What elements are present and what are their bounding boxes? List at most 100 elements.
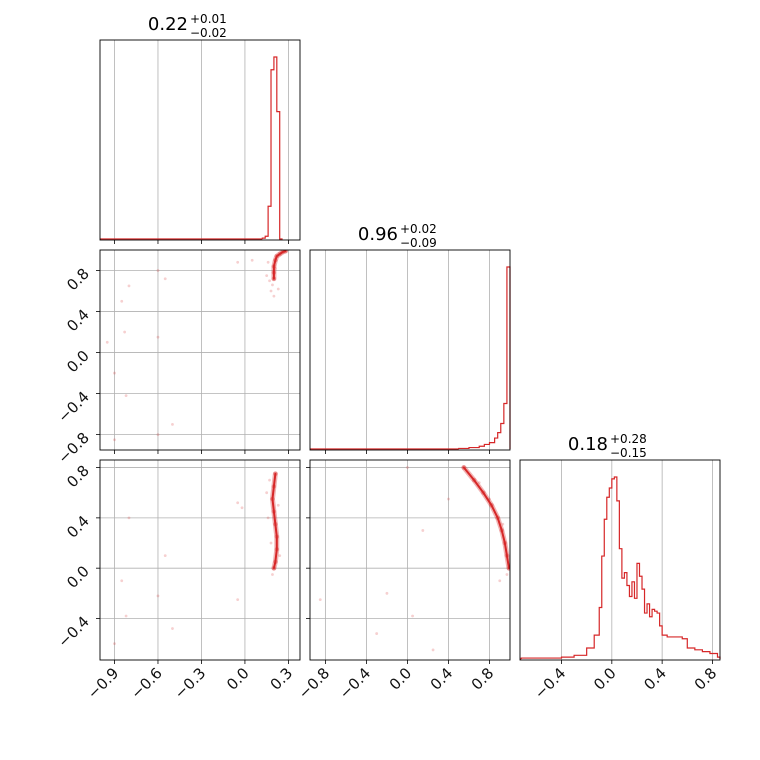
scatter-point: [385, 591, 389, 595]
scatter-point: [265, 491, 269, 495]
scatter-point: [318, 598, 322, 602]
scatter-point: [269, 289, 273, 293]
y-tick-label: 0.8: [63, 265, 93, 295]
scatter-point: [236, 501, 240, 505]
x-tick-label: 0.4: [640, 664, 670, 694]
density-contour-inner: [462, 466, 510, 570]
scatter-point: [266, 260, 270, 264]
scatter-point: [171, 422, 174, 426]
title-plus-error: +0.01: [190, 12, 227, 26]
y-tick-label: 0.0: [63, 562, 93, 592]
scatter-point: [421, 529, 425, 532]
x-tick-label: 0.8: [691, 664, 721, 694]
scatter-point: [171, 627, 174, 630]
panel-title: 0.96 +0.02−0.09: [358, 222, 437, 250]
scatter-point: [278, 554, 282, 557]
scatter-point: [272, 294, 276, 298]
scatter-point: [431, 648, 435, 652]
scatter-point: [156, 594, 160, 598]
scatter-point: [124, 394, 128, 398]
scatter-point: [411, 614, 414, 618]
scatter-panel-frame: [309, 459, 511, 661]
y-tick-label: −0.4: [54, 388, 92, 426]
scatter-point: [271, 573, 274, 576]
scatter-point: [236, 598, 240, 602]
scatter-point: [113, 438, 116, 442]
x-tick-label: −0.4: [531, 664, 569, 702]
title-minus-error: −0.02: [190, 26, 227, 40]
y-tick-label: 0.4: [63, 306, 93, 336]
scatter-group: [113, 471, 282, 646]
x-tick-label: −0.6: [127, 664, 165, 702]
scatter-point: [127, 284, 131, 288]
scatter-point: [105, 340, 109, 344]
scatter-point: [276, 287, 280, 291]
x-tick-label: −0.4: [336, 664, 374, 702]
density-contour-inner: [272, 250, 287, 280]
histogram-step: [261, 56, 283, 240]
histogram-panel-frame: [99, 39, 301, 241]
scatter-point: [265, 274, 269, 278]
histogram-panel-frame: [519, 459, 721, 661]
histogram-step: [520, 476, 721, 659]
scatter-point: [127, 516, 131, 520]
scatter-point: [163, 554, 167, 557]
x-tick-label: 0.4: [427, 664, 457, 694]
scatter-point: [250, 258, 254, 262]
x-tick-label: −0.3: [171, 664, 209, 702]
title-minus-error: −0.15: [610, 446, 647, 460]
panel-title: 0.18 +0.28−0.15: [568, 432, 647, 460]
scatter-point: [156, 433, 160, 437]
y-tick-label: −0.4: [54, 613, 92, 651]
x-tick-label: 0.0: [590, 664, 620, 694]
x-tick-label: 0.8: [468, 664, 498, 694]
scatter-point: [113, 371, 116, 375]
scatter-point: [271, 283, 274, 287]
density-contour-inner: [271, 472, 278, 570]
panel-title: 0.22 +0.01−0.02: [148, 12, 227, 40]
histogram-step: [458, 266, 511, 450]
scatter-point: [236, 260, 240, 264]
scatter-point: [163, 277, 167, 281]
scatter-point: [501, 522, 505, 526]
scatter-point: [240, 506, 244, 510]
scatter-panel-frame: [99, 459, 301, 661]
title-median: 0.22: [148, 14, 188, 35]
scatter-point: [477, 481, 481, 485]
title-median: 0.18: [568, 434, 608, 455]
x-tick-label: 0.3: [267, 664, 297, 694]
y-tick-label: 0.0: [63, 347, 93, 377]
x-tick-label: −0.8: [295, 664, 333, 702]
scatter-point: [406, 466, 409, 469]
scatter-point: [124, 614, 128, 618]
histogram-panel-frame: [309, 249, 511, 451]
y-tick-label: −0.8: [54, 429, 92, 467]
x-tick-label: 0.0: [386, 664, 416, 694]
scatter-point: [120, 299, 124, 303]
scatter-point: [156, 335, 160, 339]
scatter-group: [105, 250, 289, 442]
scatter-point: [120, 579, 124, 583]
scatter-point: [375, 632, 379, 635]
scatter-point: [156, 269, 160, 272]
scatter-group: [318, 465, 510, 652]
scatter-point: [268, 279, 271, 283]
scatter-point: [498, 579, 502, 583]
scatter-point: [268, 478, 271, 482]
x-tick-label: −0.9: [84, 664, 122, 702]
scatter-point: [123, 330, 127, 334]
scatter-panel-frame: [99, 249, 301, 451]
title-minus-error: −0.09: [400, 236, 437, 250]
scatter-point: [266, 516, 270, 520]
scatter-point: [447, 497, 450, 501]
title-plus-error: +0.28: [610, 432, 647, 446]
x-tick-label: 0.0: [223, 664, 253, 694]
title-median: 0.96: [358, 224, 398, 245]
scatter-point: [269, 541, 273, 545]
title-plus-error: +0.02: [400, 222, 437, 236]
scatter-point: [113, 642, 116, 646]
scatter-point: [276, 503, 280, 507]
scatter-point: [505, 573, 509, 576]
y-tick-label: 0.4: [63, 512, 93, 542]
